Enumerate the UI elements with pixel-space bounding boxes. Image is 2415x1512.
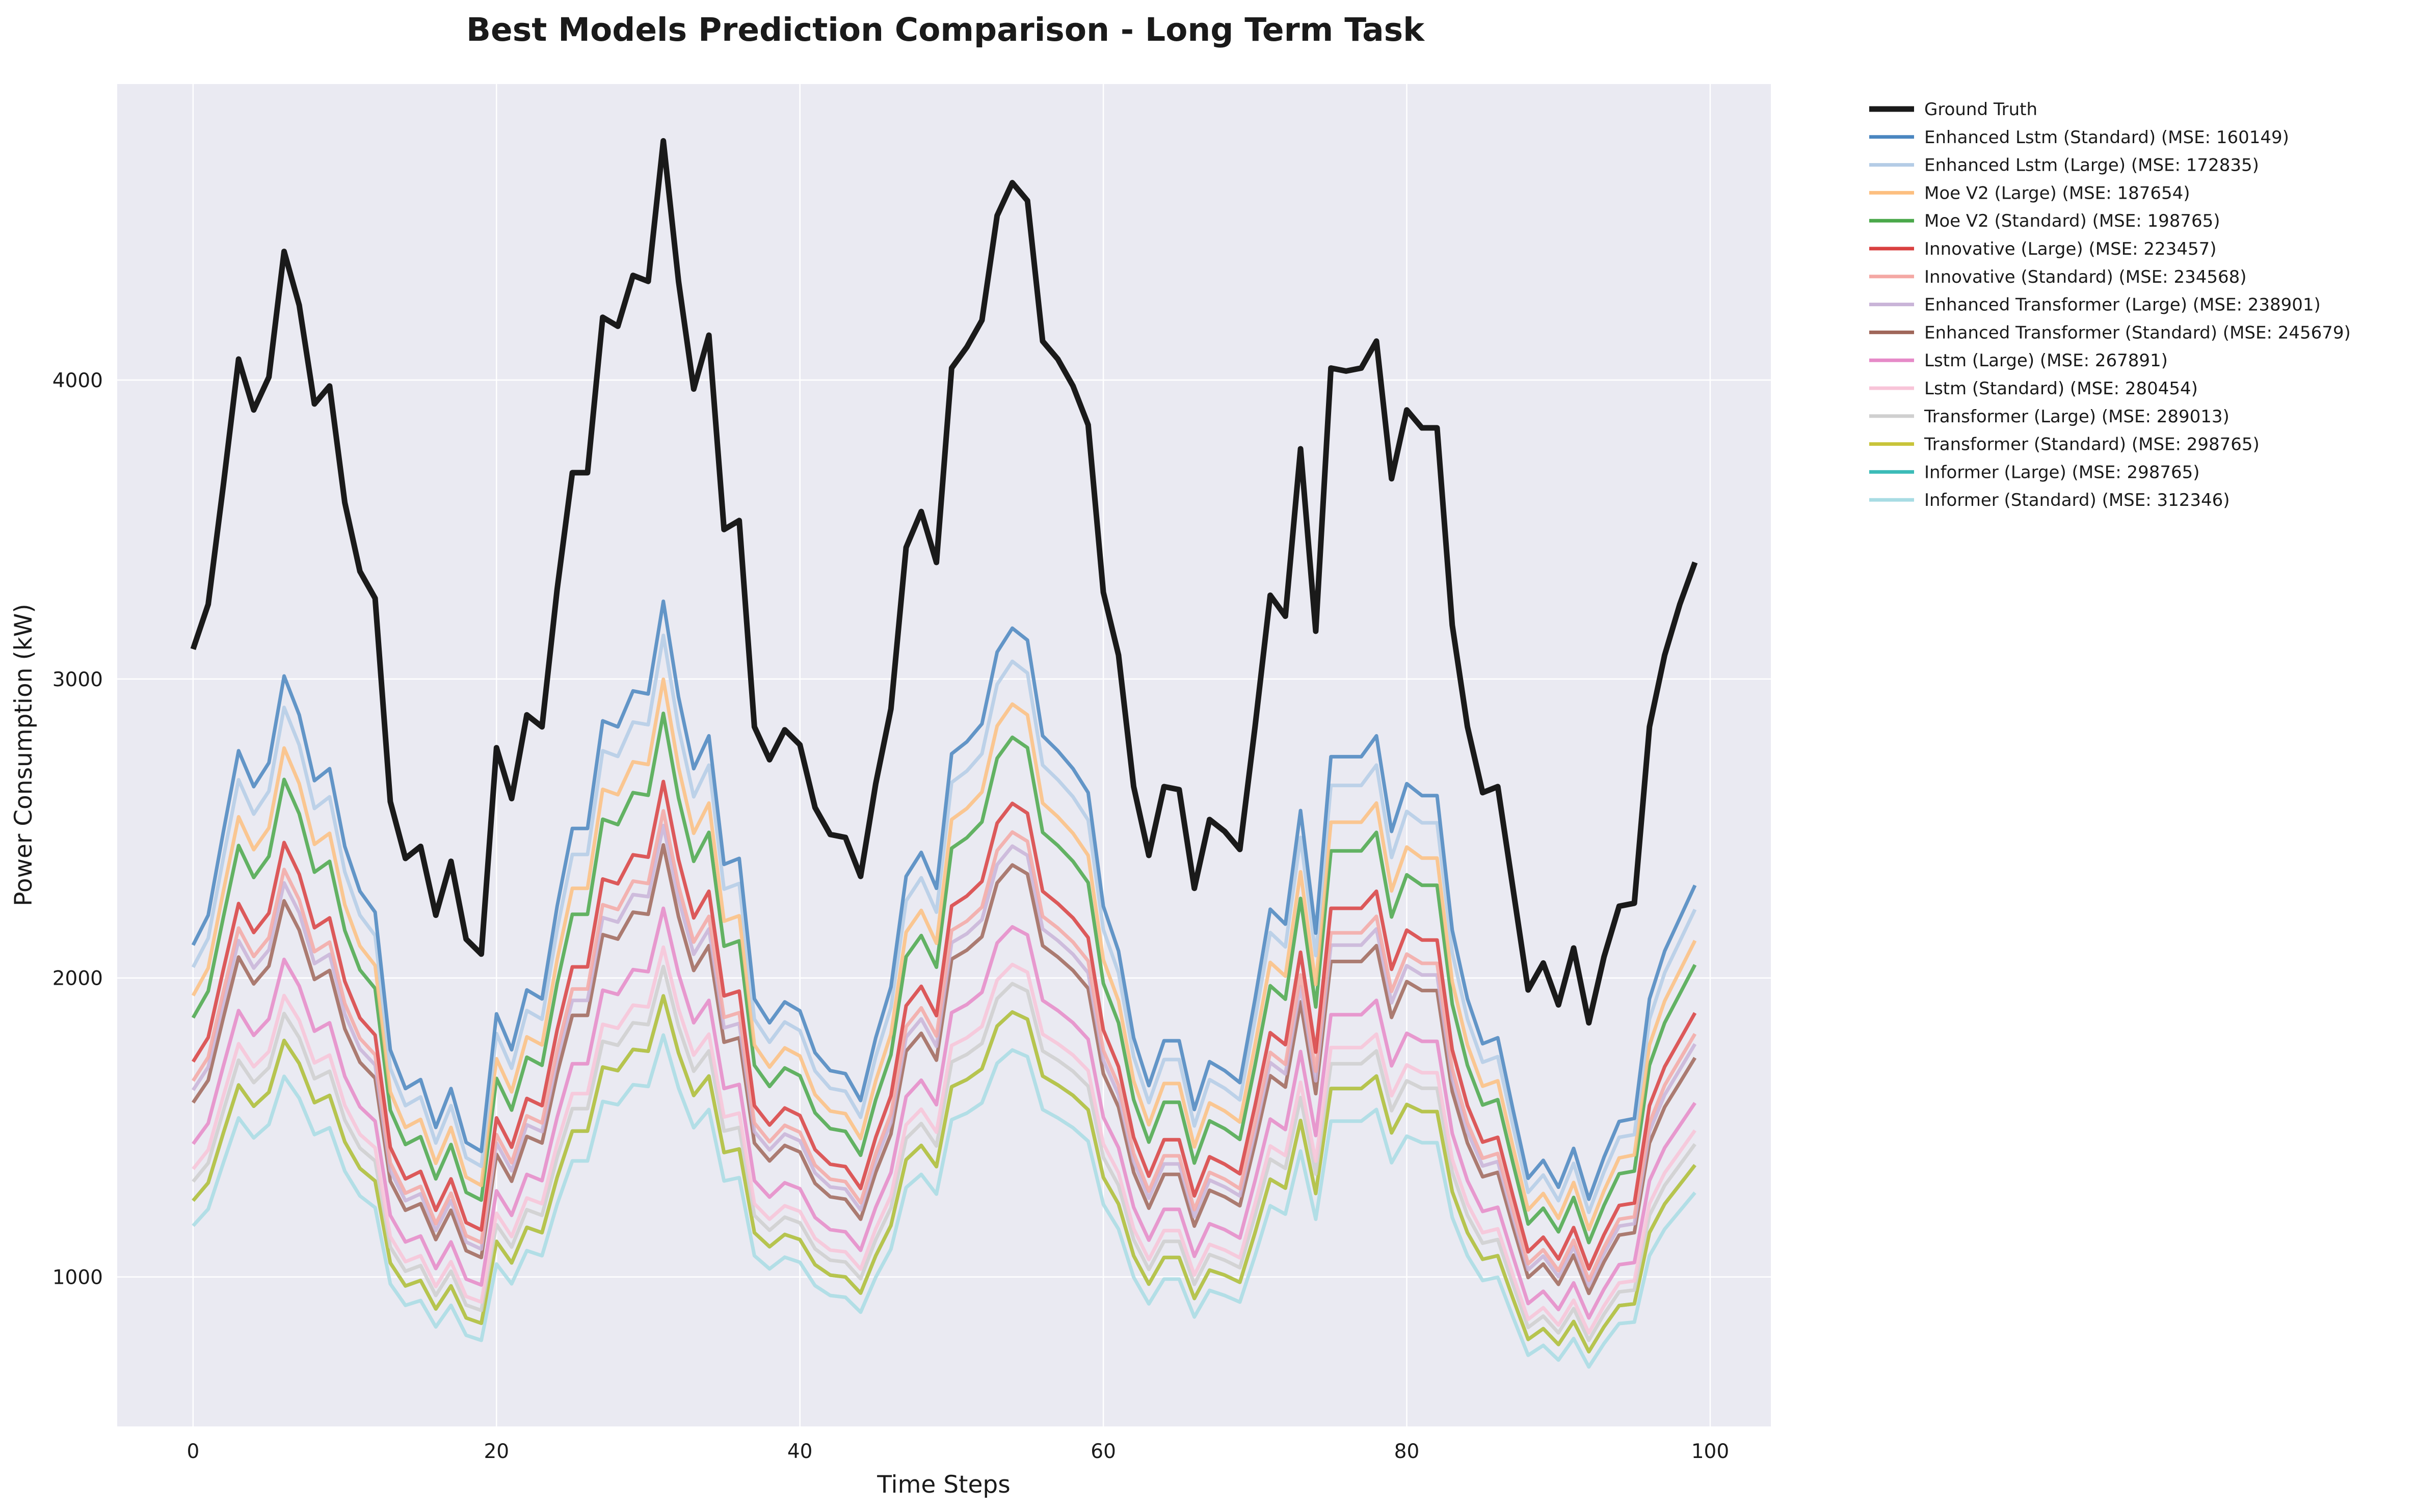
legend-entry: Informer (Large) (MSE: 298765) — [1869, 462, 2200, 482]
legend-label: Enhanced Lstm (Standard) (MSE: 160149) — [1924, 127, 2289, 148]
series-line — [191, 779, 1697, 1271]
series-line — [191, 633, 1697, 1214]
x-tick-label: 20 — [484, 1440, 509, 1463]
legend-label: Enhanced Transformer (Standard) (MSE: 24… — [1924, 322, 2351, 343]
legend-label: Moe V2 (Standard) (MSE: 198765) — [1924, 211, 2220, 231]
series-line — [191, 843, 1697, 1295]
legend-label: Enhanced Lstm (Large) (MSE: 172835) — [1924, 155, 2259, 176]
series-line — [191, 809, 1697, 1282]
legend-entry: Ground Truth — [1869, 99, 2037, 120]
series-line — [191, 711, 1697, 1245]
x-tick-label: 100 — [1691, 1440, 1729, 1463]
legend-entry: Lstm (Large) (MSE: 267891) — [1869, 350, 2168, 371]
y-tick-label: 2000 — [52, 967, 103, 990]
legend-entry: Innovative (Standard) (MSE: 234568) — [1869, 267, 2247, 287]
series-line — [192, 1033, 1696, 1369]
legend-entry: Transformer (Standard) (MSE: 298765) — [1869, 435, 2260, 455]
y-axis-label: Power Consumption (kW) — [10, 604, 38, 906]
y-tick-label: 4000 — [52, 369, 103, 392]
y-tick-label: 3000 — [52, 668, 103, 691]
chart-title: Best Models Prediction Comparison - Long… — [466, 11, 1425, 48]
legend-label: Transformer (Standard) (MSE: 298765) — [1924, 435, 2260, 455]
legend-label: Innovative (Standard) (MSE: 234568) — [1924, 267, 2247, 287]
legend-entry: Lstm (Standard) (MSE: 280454) — [1869, 379, 2198, 399]
x-tick-label: 80 — [1394, 1440, 1420, 1463]
legend-entry: Moe V2 (Standard) (MSE: 198765) — [1869, 211, 2220, 231]
legend-label: Transformer (Large) (MSE: 289013) — [1924, 407, 2230, 427]
x-tick-label: 60 — [1091, 1440, 1116, 1463]
legend-label: Innovative (Large) (MSE: 223457) — [1924, 239, 2216, 259]
x-tick-label: 0 — [187, 1440, 199, 1463]
grid — [117, 84, 1771, 1426]
legend-label: Lstm (Standard) (MSE: 280454) — [1924, 379, 2198, 399]
x-tick-label: 40 — [787, 1440, 813, 1463]
series-line — [192, 906, 1697, 1320]
series-lines — [190, 138, 1698, 1369]
legend-entry: Moe V2 (Large) (MSE: 187654) — [1869, 183, 2190, 203]
legend-entry: Enhanced Transformer (Large) (MSE: 23890… — [1869, 295, 2321, 315]
ground-truth-line — [190, 138, 1698, 1026]
series-line — [191, 677, 1697, 1231]
legend-entry: Transformer (Large) (MSE: 289013) — [1869, 407, 2230, 427]
legend-label: Lstm (Large) (MSE: 267891) — [1924, 350, 2168, 371]
plot-background — [117, 84, 1771, 1426]
legend-label: Informer (Large) (MSE: 298765) — [1924, 462, 2200, 482]
series-line — [191, 599, 1697, 1201]
legend-label: Ground Truth — [1924, 99, 2037, 120]
series-line — [192, 994, 1696, 1354]
series-line — [192, 964, 1696, 1342]
legend-entry: Enhanced Lstm (Large) (MSE: 172835) — [1869, 155, 2259, 176]
legend-entry: Enhanced Lstm (Standard) (MSE: 160149) — [1869, 127, 2289, 148]
series-line — [192, 945, 1696, 1335]
legend: Ground Truth Enhanced Lstm (Standard) (MS… — [1869, 99, 2351, 510]
legend-entry: Innovative (Large) (MSE: 223457) — [1869, 239, 2216, 259]
legend-label: Informer (Standard) (MSE: 312346) — [1924, 490, 2230, 510]
legend-entry: Enhanced Transformer (Standard) (MSE: 24… — [1869, 322, 2351, 343]
tick-labels: 0 20 40 60 80 100 1000 2000 3000 4000 — [52, 369, 1729, 1463]
legend-label: Enhanced Transformer (Large) (MSE: 23890… — [1924, 295, 2321, 315]
x-axis-label: Time Steps — [877, 1471, 1010, 1499]
legend-label: Moe V2 (Large) (MSE: 187654) — [1924, 183, 2190, 203]
y-tick-label: 1000 — [52, 1266, 103, 1289]
legend-entry: Informer (Standard) (MSE: 312346) — [1869, 490, 2230, 510]
